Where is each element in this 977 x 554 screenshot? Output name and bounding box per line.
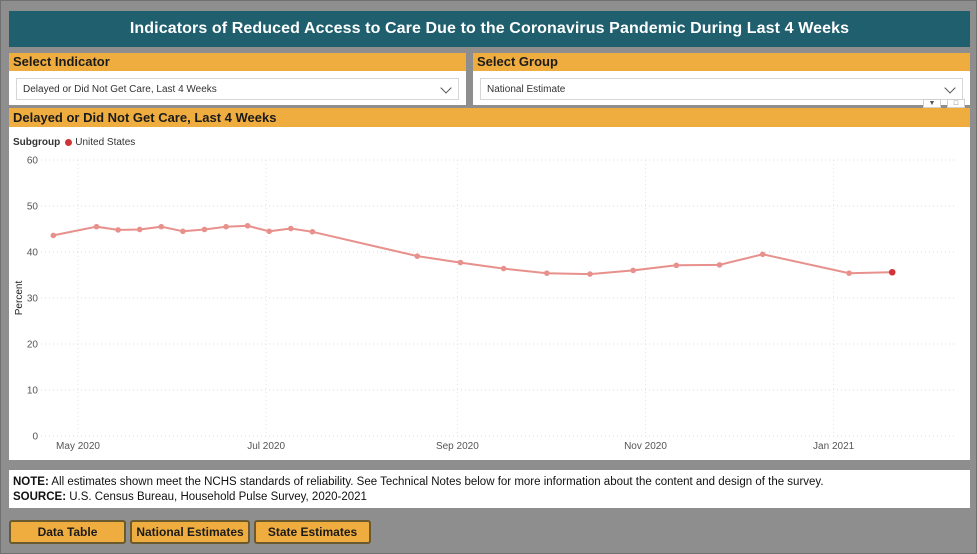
note-line: NOTE: All estimates shown meet the NCHS …: [13, 475, 970, 490]
indicator-slicer-label: Select Indicator: [9, 53, 466, 71]
chevron-down-icon[interactable]: [440, 82, 452, 94]
national-estimates-button[interactable]: National Estimates: [130, 520, 250, 544]
state-estimates-button[interactable]: State Estimates: [254, 520, 371, 544]
x-tick-label: Sep 2020: [436, 441, 479, 452]
y-tick-label: 10: [27, 386, 39, 397]
source-text: U.S. Census Bureau, Household Pulse Surv…: [66, 491, 367, 503]
x-tick-label: Jan 2021: [813, 441, 855, 452]
report-title-text: Indicators of Reduced Access to Care Due…: [129, 20, 850, 37]
x-tick-label: Nov 2020: [624, 441, 667, 452]
data-point: [288, 225, 294, 232]
chevron-down-icon[interactable]: [944, 82, 956, 94]
chart-heading: Delayed or Did Not Get Care, Last 4 Week…: [9, 108, 970, 127]
data-point: [223, 223, 229, 230]
group-slicer-label: Select Group: [473, 53, 970, 71]
y-tick-label: 40: [27, 248, 39, 259]
data-point: [309, 228, 316, 235]
group-dropdown[interactable]: National Estimate: [480, 78, 963, 100]
series-line: [53, 224, 893, 276]
x-tick-label: Jul 2020: [247, 441, 285, 452]
data-point: [888, 268, 896, 276]
report-title: Indicators of Reduced Access to Care Due…: [9, 11, 970, 47]
data-point: [414, 253, 421, 259]
data-point: [457, 259, 464, 266]
data-point: [630, 267, 636, 274]
data-table-button[interactable]: Data Table: [9, 520, 126, 544]
chart-panel: Delayed or Did Not Get Care, Last 4 Week…: [9, 108, 970, 460]
indicator-dropdown[interactable]: Delayed or Did Not Get Care, Last 4 Week…: [16, 78, 459, 100]
data-point: [587, 271, 593, 277]
chart-legend: Subgroup United States: [13, 137, 135, 148]
legend-marker: [65, 139, 73, 146]
legend-item-label[interactable]: United States: [75, 137, 136, 148]
data-point: [136, 226, 143, 233]
group-slicer: Select Group National Estimate: [473, 53, 970, 105]
y-tick-label: 0: [32, 432, 38, 443]
source-line: SOURCE: U.S. Census Bureau, Household Pu…: [13, 490, 970, 505]
data-point: [180, 228, 186, 235]
y-axis-label: Percent: [14, 281, 25, 316]
note-text: All estimates shown meet the NCHS standa…: [48, 476, 824, 488]
data-point: [846, 270, 852, 276]
group-dropdown-value: National Estimate: [487, 84, 566, 95]
data-point: [115, 227, 121, 233]
visual-header-icons: ▼ □: [923, 99, 967, 108]
indicator-slicer: Select Indicator Delayed or Did Not Get …: [9, 53, 466, 105]
data-point: [673, 262, 680, 269]
indicator-dropdown-value: Delayed or Did Not Get Care, Last 4 Week…: [23, 84, 217, 95]
legend-title: Subgroup: [13, 137, 61, 148]
line-chart: 0 10 20 30 40 50 60 May 2020 Jul 2020 Sep 2020 Nov…: [14, 156, 957, 452]
data-point: [544, 270, 550, 276]
data-point: [93, 223, 100, 230]
data-point: [158, 223, 165, 230]
data-point: [500, 265, 507, 272]
note-label: NOTE:: [13, 476, 49, 488]
data-point: [716, 262, 723, 268]
data-point: [244, 222, 251, 229]
y-tick-label: 30: [27, 294, 39, 305]
y-tick-label: 50: [27, 202, 39, 213]
data-point: [50, 232, 57, 239]
data-point: [759, 251, 766, 258]
notes-panel: NOTE: All estimates shown meet the NCHS …: [9, 470, 970, 508]
focus-mode-icon[interactable]: □: [947, 99, 965, 108]
data-point: [201, 226, 208, 233]
y-tick-label: 20: [27, 340, 39, 351]
x-tick-label: May 2020: [56, 441, 100, 452]
data-point: [266, 228, 273, 235]
y-tick-label: 60: [27, 156, 39, 167]
source-label: SOURCE:: [13, 491, 67, 503]
filter-icon[interactable]: ▼: [923, 99, 941, 108]
